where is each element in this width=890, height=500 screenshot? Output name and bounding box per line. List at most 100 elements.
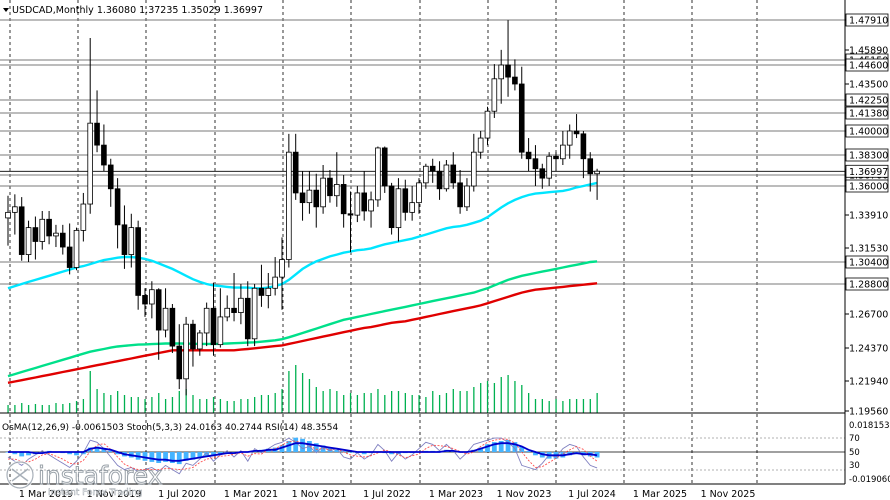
volume-bar — [199, 399, 201, 413]
volume-bar — [507, 375, 509, 413]
osma-bar — [478, 447, 484, 452]
candle-bull — [416, 182, 422, 204]
time-axis-label: 1 Mar 2023 — [429, 489, 483, 500]
volume-bar — [75, 401, 78, 413]
candle-bull — [354, 192, 361, 216]
osma-bar — [313, 443, 319, 452]
price-axis-label: 1.26700 — [849, 310, 888, 321]
osma-bar — [74, 452, 79, 456]
candle-bear — [402, 188, 409, 213]
volume-bar — [391, 391, 393, 413]
volume-bar — [117, 391, 119, 413]
candle-bear — [176, 345, 183, 380]
volume-bar — [480, 383, 482, 413]
volume-bar — [219, 399, 222, 413]
price-pane[interactable] — [0, 0, 845, 484]
candle-bull — [73, 229, 80, 268]
volume-bar — [377, 389, 379, 413]
volume-bar — [274, 393, 276, 413]
osma-bar — [286, 441, 292, 452]
volume-bar — [233, 401, 235, 413]
volume-bar — [596, 393, 598, 413]
osma-bar — [12, 452, 18, 455]
candle-bear — [60, 232, 66, 248]
volume-bar — [562, 401, 564, 413]
candle-bull — [423, 165, 429, 184]
volume-bar — [206, 399, 208, 413]
osma-bar — [142, 452, 148, 461]
volume-bar — [541, 399, 543, 413]
price-axis-label: 1.47910 — [849, 16, 888, 27]
candle-bull — [560, 144, 566, 160]
price-axis-label: 1.44600 — [849, 61, 888, 72]
volume-bar — [41, 405, 43, 413]
time-axis-labels: 1 Mar 2019 1 Nov 2019 1 Jul 2020 1 Mar 2021… — [19, 489, 756, 500]
price-axis-label: 1.40000 — [849, 127, 888, 138]
price-axis-label: 1.38300 — [849, 151, 888, 162]
volume-bar — [281, 389, 283, 413]
osma-bar — [512, 442, 518, 452]
candle-bull — [484, 110, 491, 139]
price-label-box — [845, 124, 889, 138]
price-axis-label: 1.31530 — [849, 244, 888, 255]
volume-bar — [438, 395, 441, 413]
candle-bull — [251, 287, 258, 340]
candle-bear — [94, 122, 100, 146]
volume-bar — [254, 397, 256, 413]
moving-averages — [7, 181, 598, 384]
candle-bull — [320, 177, 326, 208]
volume-bar — [404, 393, 406, 413]
candle-bear — [142, 295, 148, 305]
candle-bear — [231, 307, 237, 313]
volume-bar — [192, 395, 194, 413]
price-axis-label: 1.45890 — [849, 46, 888, 57]
time-axis-label: 1 Nov 2023 — [497, 489, 552, 500]
oscillator-axis-label: 50 — [849, 448, 860, 458]
candle-bear — [46, 218, 52, 237]
price-label-box — [845, 93, 889, 107]
candle-bear — [580, 133, 587, 160]
candle-bull — [149, 289, 155, 305]
volume-bar — [425, 397, 427, 413]
time-axis[interactable]: 1 Mar 2019 1 Nov 2019 1 Jul 2020 1 Mar 2021… — [0, 483, 845, 500]
volume-bar — [48, 405, 50, 413]
price-axis-label: 1.21940 — [849, 377, 888, 388]
volume-bar — [459, 391, 461, 413]
osma-bar — [211, 452, 216, 456]
volume-bar — [418, 395, 420, 413]
volume-bar — [452, 389, 454, 413]
osma-bar — [300, 438, 305, 452]
candle-bear — [518, 83, 525, 153]
candle-bull — [217, 316, 224, 346]
candle-bull — [491, 78, 498, 112]
candle-bull — [128, 227, 135, 255]
candle-bull — [265, 287, 272, 296]
time-axis-label: 1 Mar 2021 — [224, 489, 278, 500]
volume-bar — [343, 395, 345, 413]
volume-bar — [521, 385, 523, 413]
volume-bar — [514, 381, 516, 413]
osma-bar — [94, 446, 100, 452]
watermark: instaforex Instant Forex Trading — [5, 460, 163, 498]
candle-bull — [566, 130, 573, 146]
volume-bar — [267, 395, 269, 413]
watermark-tagline: Instant Forex Trading — [48, 488, 143, 498]
dropdown-triangle-icon[interactable] — [3, 8, 9, 12]
candle-bull — [368, 199, 374, 212]
candle-bear — [190, 323, 196, 350]
volume-bar — [322, 391, 324, 413]
osma-bar — [19, 452, 25, 457]
osma-bar — [293, 437, 299, 452]
candle-bear — [18, 206, 25, 255]
candle-bear — [313, 189, 320, 208]
candle-bear — [553, 155, 559, 160]
oscillator-pane[interactable] — [0, 437, 845, 475]
osma-bar — [156, 452, 162, 463]
volume-bar — [82, 399, 85, 413]
volume-bar — [164, 399, 167, 413]
candle-bear — [299, 192, 306, 204]
price-axis-label: 1.19560 — [849, 407, 888, 418]
volume-bar — [226, 401, 228, 413]
price-axis[interactable]: 1.479101.458901.451501.446001.435001.422… — [844, 0, 890, 485]
